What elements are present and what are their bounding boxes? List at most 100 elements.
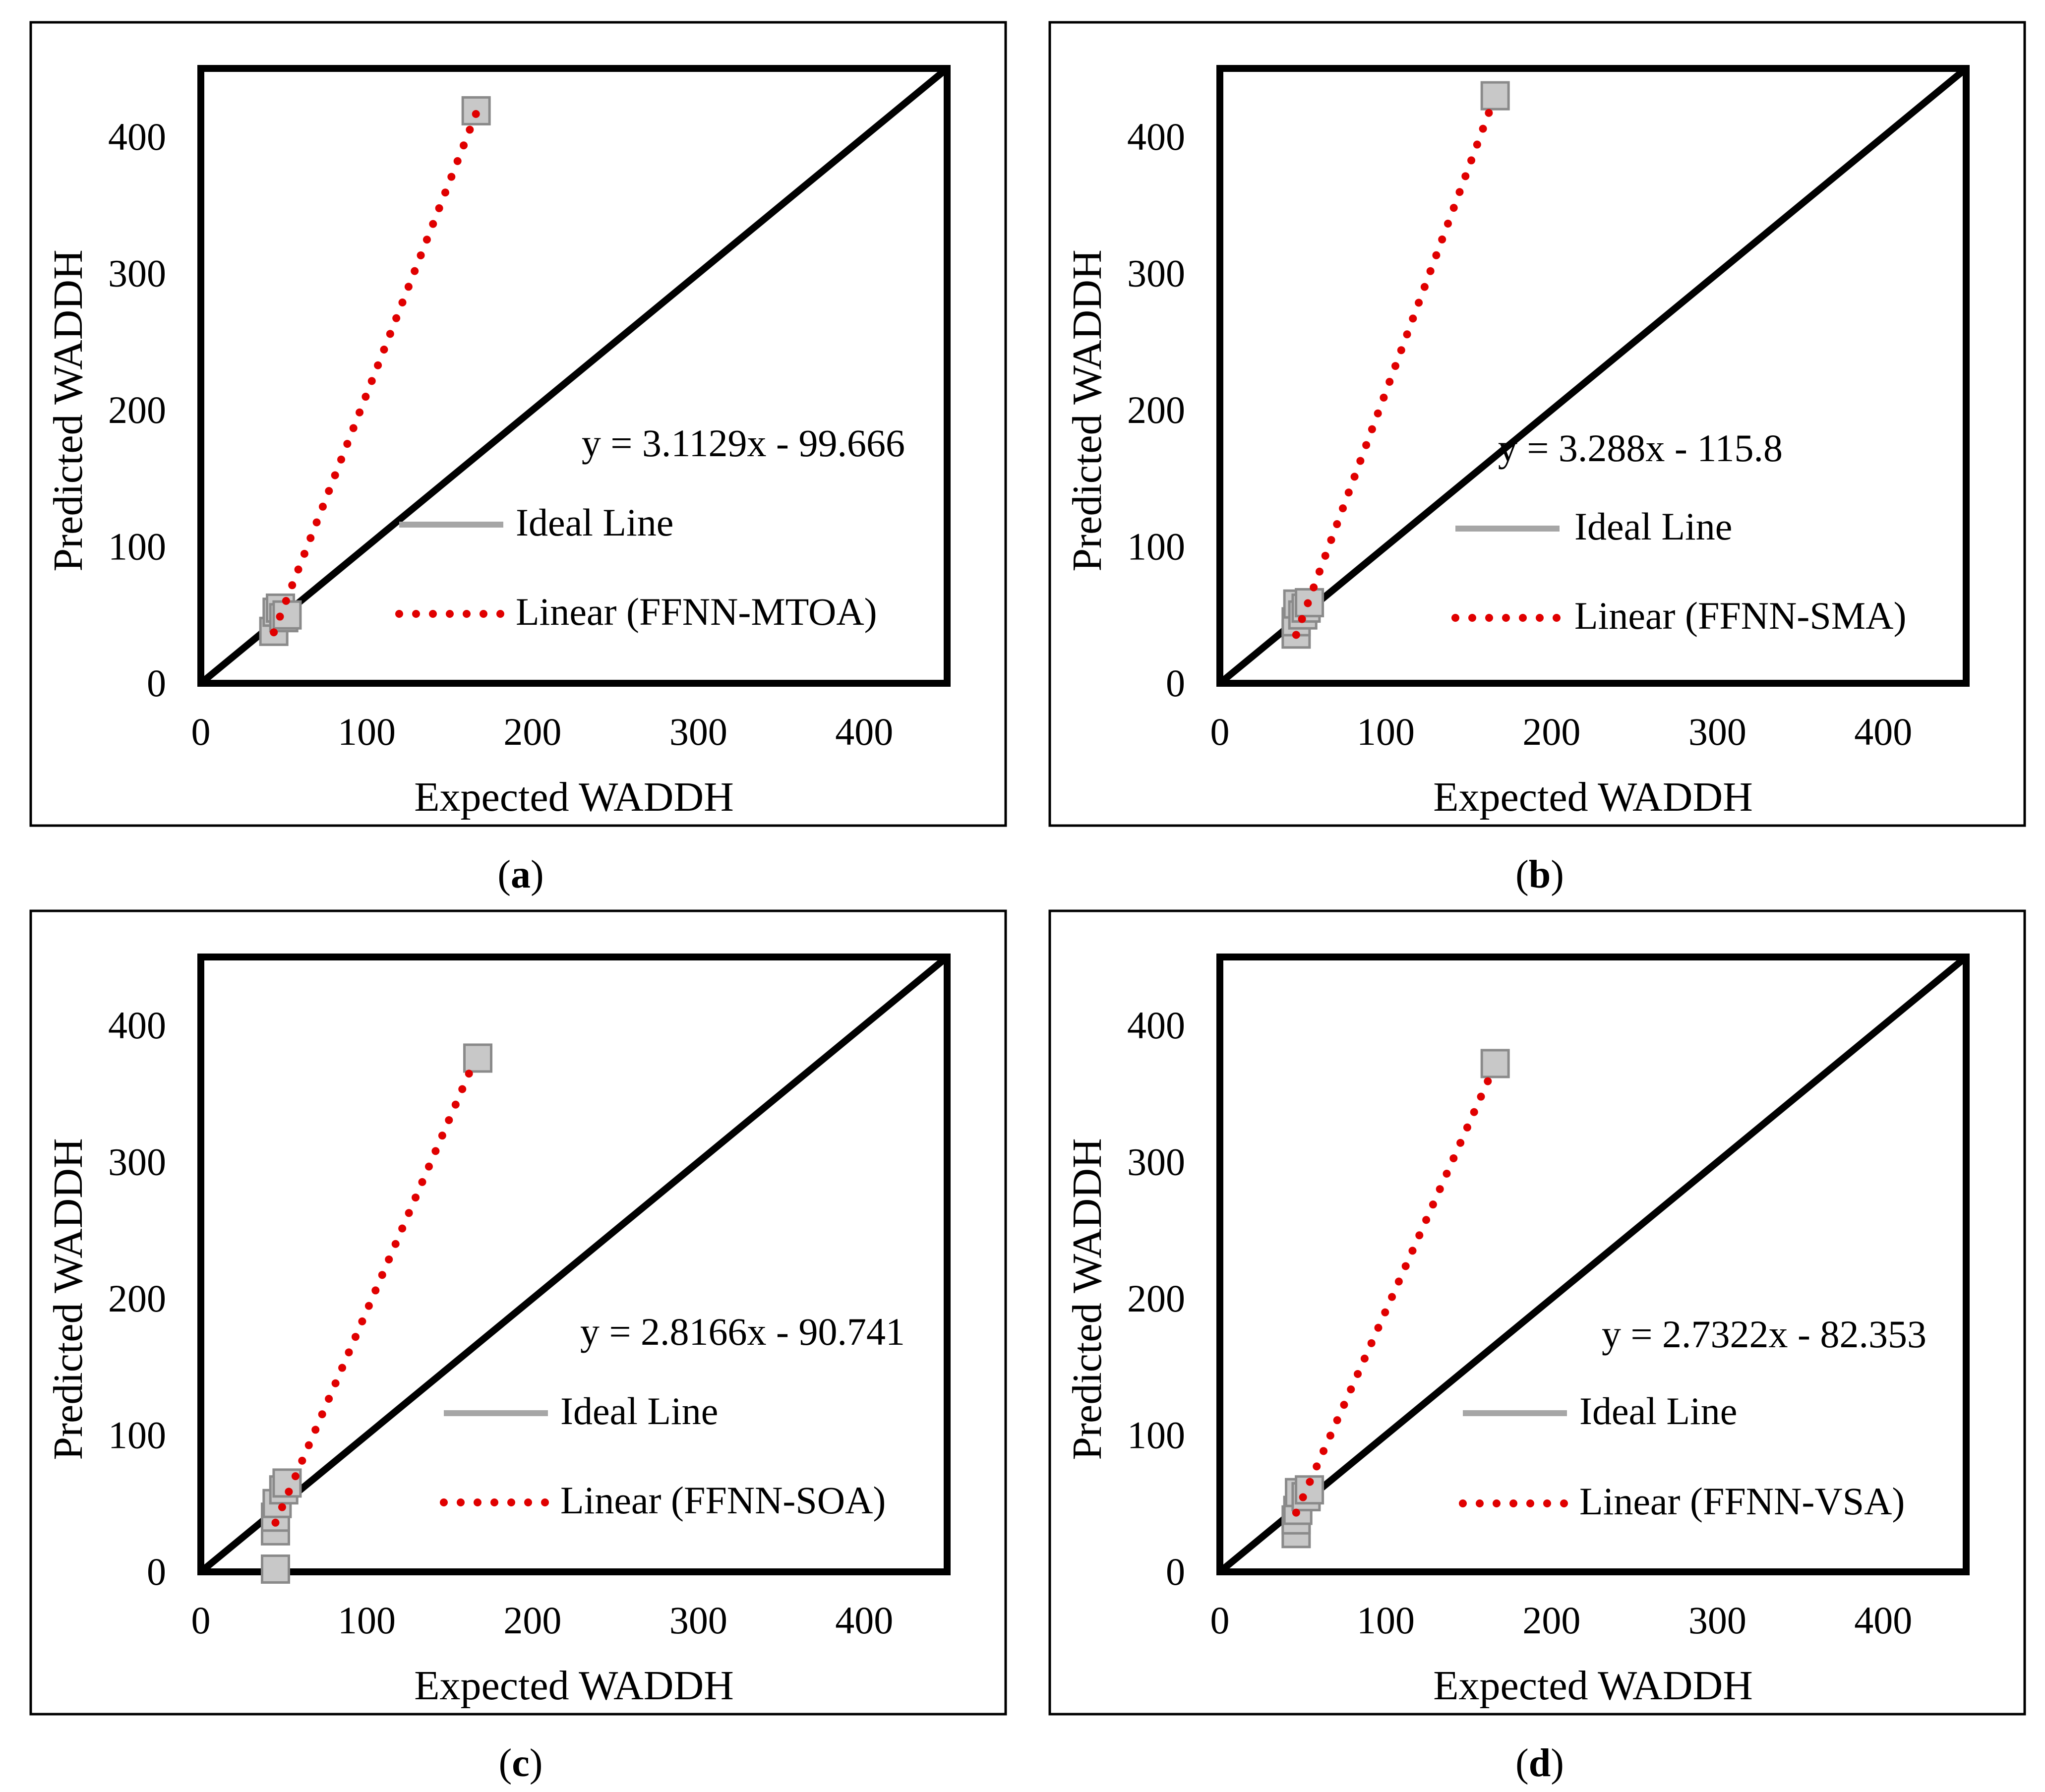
caption-paren-close: ) [531,853,544,896]
caption-paren-close: ) [1551,853,1564,896]
x-tick-label: 400 [1854,1599,1912,1642]
trendline-equation: y = 3.288x - 115.8 [1498,426,1783,470]
x-tick-label: 200 [503,710,561,753]
y-tick-label: 100 [1127,1413,1185,1456]
y-axis-title: Predicted WADDH [45,249,91,571]
y-tick-label: 0 [147,661,166,705]
y-tick-label: 100 [1127,525,1185,568]
plot-area-border [1216,954,1970,1575]
x-tick-label: 200 [1522,710,1580,753]
plot-area-border [197,65,951,687]
y-tick-label: 200 [1127,1277,1185,1320]
x-tick-label: 0 [191,1599,211,1642]
x-axis-title: Expected WADDH [1433,774,1753,820]
ideal-line [1217,65,1969,686]
x-axis-title: Expected WADDH [414,774,734,820]
x-tick-label: 200 [503,1599,561,1642]
x-tick-label: 400 [835,710,893,753]
trendline-equation: y = 2.8166x - 90.741 [580,1310,905,1353]
y-tick-label: 400 [1127,1004,1185,1047]
panel-a: 0 100 200 300 400 0 100 200 300 400 Expected WADDH… [29,21,1007,896]
caption-paren-open: ( [497,853,511,896]
caption-paren-close: ) [530,1741,543,1785]
x-tick-label: 300 [669,1599,727,1642]
x-tick-label: 400 [835,1599,893,1642]
chart-frame [29,909,1007,1716]
legend-trend-label: Linear (FFNN-SOA) [560,1479,886,1522]
legend-trend-label: Linear (FFNN-VSA) [1579,1480,1905,1523]
ideal-line [198,954,950,1575]
x-axis-title: Expected WADDH [1433,1663,1753,1709]
y-tick-label: 300 [1127,1140,1185,1183]
y-tick-label: 400 [108,115,166,158]
y-axis-title: Predicted WADDH [1064,249,1110,571]
panel-caption: (d) [1515,1741,1564,1785]
panel-caption: (b) [1515,853,1564,896]
y-tick-label: 400 [1127,115,1185,158]
panel-d: 0 100 200 300 400 0 100 200 300 400 Expected WADDH… [1048,909,2026,1785]
legend-ideal-label: Ideal Line [516,501,673,544]
caption-letter: a [511,853,531,896]
caption-paren-open: ( [1515,1741,1529,1785]
data-point [1480,1049,1510,1078]
plot-area-border [197,954,951,1575]
caption-paren-open: ( [499,1741,512,1785]
y-axis-title: Predicted WADDH [1064,1138,1110,1460]
data-point [463,1043,493,1073]
legend-trend-label: Linear (FFNN-SMA) [1574,594,1906,637]
panel-caption: (a) [497,853,543,896]
trendline-equation: y = 2.7322x - 82.353 [1602,1313,1926,1356]
trendline [1292,1072,1495,1517]
x-tick-label: 200 [1522,1599,1580,1642]
x-tick-label: 100 [1357,710,1415,753]
x-tick-label: 400 [1854,710,1912,753]
y-tick-label: 300 [108,1140,166,1183]
trendline-equation: y = 3.1129x - 99.666 [582,421,905,465]
y-tick-label: 300 [1127,251,1185,295]
x-tick-label: 100 [338,1599,396,1642]
trendline [1292,101,1496,639]
legend-ideal-label: Ideal Line [560,1389,718,1433]
legend-ideal-label: Ideal Line [1574,505,1732,548]
legend-ideal-label: Ideal Line [1579,1389,1737,1433]
ideal-line [198,65,950,686]
y-tick-label: 200 [1127,388,1185,431]
y-tick-label: 0 [147,1550,166,1593]
x-tick-label: 0 [191,710,211,753]
caption-letter: b [1529,853,1551,896]
ideal-line [1217,954,1969,1575]
trendline [270,109,481,637]
y-tick-label: 100 [108,525,166,568]
caption-letter: d [1529,1741,1551,1785]
data-point [261,1554,290,1584]
y-tick-label: 200 [108,1277,166,1320]
caption-paren-close: ) [1551,1741,1564,1785]
panel-b: 0 100 200 300 400 0 100 200 300 400 Expected WADDH… [1048,21,2026,896]
y-axis-title: Predicted WADDH [45,1138,91,1460]
x-tick-label: 0 [1210,710,1230,753]
legend-trend-label: Linear (FFNN-MTOA) [516,590,877,633]
x-tick-label: 300 [1688,1599,1746,1642]
plot-area-border [1216,65,1970,687]
panel-c: 0 100 200 300 400 0 100 200 300 400 Expected WADDH… [29,909,1007,1785]
x-tick-label: 100 [338,710,396,753]
caption-paren-open: ( [1515,853,1529,896]
x-tick-label: 100 [1357,1599,1415,1642]
chart-frame [1048,21,2026,827]
y-tick-label: 200 [108,388,166,431]
caption-letter: c [512,1741,530,1785]
y-tick-label: 100 [108,1413,166,1456]
chart-frame [29,21,1007,827]
y-tick-label: 300 [108,251,166,295]
x-tick-label: 300 [1688,710,1746,753]
y-tick-label: 0 [1166,661,1185,705]
x-axis-title: Expected WADDH [414,1663,734,1709]
y-tick-label: 0 [1166,1550,1185,1593]
chart-frame [1048,909,2026,1716]
data-point [272,1468,302,1498]
trendline [271,1057,479,1527]
x-tick-label: 0 [1210,1599,1230,1642]
panel-caption: (c) [499,1741,543,1785]
y-tick-label: 400 [108,1004,166,1047]
